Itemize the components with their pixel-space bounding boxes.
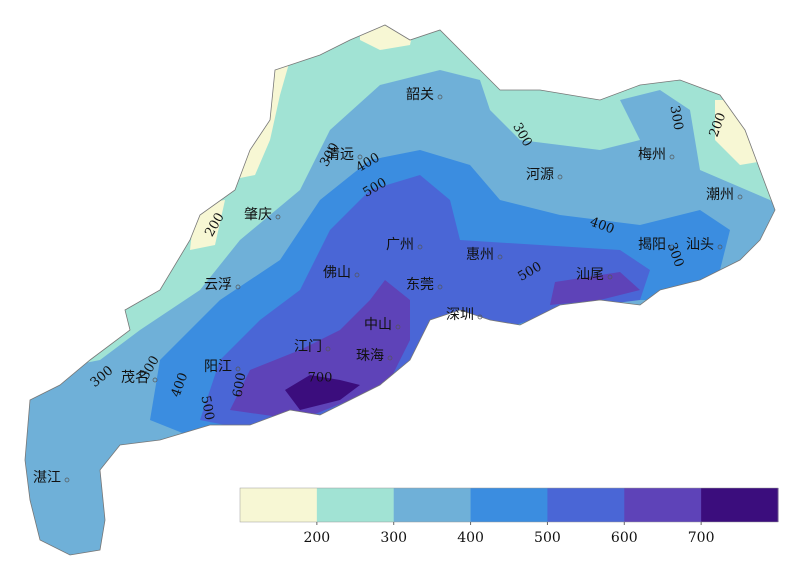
- city-dot: [557, 174, 563, 180]
- city-label: 东莞: [406, 277, 434, 293]
- city-label: 江门: [294, 339, 322, 355]
- contour-label: 700: [308, 371, 333, 386]
- city-dot: [477, 314, 483, 320]
- city-label: 汕尾: [576, 267, 604, 283]
- contour-label: 500: [197, 394, 216, 421]
- city-dot: [737, 194, 743, 200]
- city-dot: [437, 94, 443, 100]
- city-label: 佛山: [323, 265, 351, 281]
- city-label: 潮州: [706, 187, 734, 203]
- band: [285, 375, 360, 410]
- city-label: 广州: [386, 237, 414, 253]
- city-dot: [354, 272, 360, 278]
- colorbar-tick-label: 600: [611, 530, 638, 546]
- contour-label: 300: [666, 104, 685, 131]
- city-dot: [417, 244, 423, 250]
- colorbar-segment: [624, 488, 702, 522]
- city-label: 中山: [364, 317, 392, 333]
- city-label: 阳江: [204, 359, 232, 375]
- colorbar-frame: [239, 487, 779, 523]
- city-dot: [395, 324, 401, 330]
- colorbar: 200 300 400 500 600 700: [239, 487, 779, 546]
- city-label: 揭阳: [638, 237, 666, 253]
- city-dot: [235, 284, 241, 290]
- colorbar-tick-label: 500: [534, 530, 561, 546]
- city-label: 肇庆: [244, 207, 272, 223]
- city-label: 惠州: [466, 247, 494, 263]
- colorbar-tick-label: 300: [380, 530, 407, 546]
- colorbar-segment: [701, 488, 779, 522]
- colorbar-tick-label: 200: [303, 530, 330, 546]
- colorbar-tick-label: 700: [688, 530, 715, 546]
- colorbar-tick-label: 400: [457, 530, 484, 546]
- city-dot: [64, 477, 70, 483]
- band: [360, 25, 420, 50]
- city-dot: [669, 244, 675, 250]
- city-label: 湛江: [33, 470, 61, 486]
- city-label: 珠海: [356, 348, 384, 364]
- city-dot: [497, 254, 503, 260]
- city-label: 深圳: [446, 307, 474, 323]
- city-dot: [357, 154, 363, 160]
- city-dot: [669, 154, 675, 160]
- city-dot: [325, 346, 331, 352]
- city-dot: [387, 355, 393, 361]
- city-dot: [437, 284, 443, 290]
- city-dot: [717, 244, 723, 250]
- colorbar-segment: [316, 488, 395, 522]
- band: [550, 272, 640, 305]
- city-label: 梅州: [638, 147, 666, 163]
- city-label: 云浮: [204, 277, 232, 293]
- city-label: 韶关: [406, 87, 434, 103]
- city-label: 河源: [526, 167, 554, 183]
- city-label: 茂名: [121, 369, 149, 386]
- city-dot: [275, 214, 281, 220]
- band: [230, 280, 410, 420]
- city-dot: [152, 377, 158, 383]
- city-dot: [235, 366, 241, 372]
- city-label: 汕头: [686, 237, 714, 253]
- city-label: 清远: [326, 147, 354, 163]
- city-dot: [607, 274, 613, 280]
- colorbar-segment: [547, 488, 625, 522]
- contour-label: 600: [230, 371, 249, 398]
- colorbar-segment: [393, 488, 472, 522]
- colorbar-segment: [240, 488, 318, 522]
- colorbar-segment: [470, 488, 548, 522]
